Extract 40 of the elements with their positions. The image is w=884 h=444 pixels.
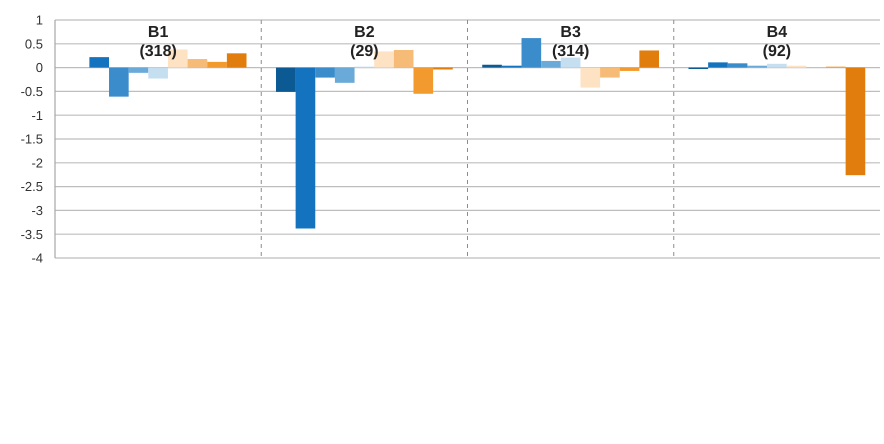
x-tick-label: B2 (29) [350, 24, 379, 60]
bar [846, 68, 866, 176]
y-tick-label: -4 [31, 250, 43, 266]
y-tick-label: -3 [31, 202, 43, 218]
bar [620, 68, 640, 71]
bar [207, 62, 227, 68]
bar [728, 63, 748, 68]
y-tick-label: 0 [36, 60, 43, 76]
bar [708, 62, 728, 68]
bar [522, 38, 542, 68]
y-tick-label: -3.5 [20, 226, 43, 242]
bar [226, 53, 247, 68]
bar [109, 68, 129, 97]
bar [188, 59, 208, 68]
y-tick-label: 1 [36, 12, 43, 28]
bar [600, 68, 620, 78]
y-tick-label: 0.5 [24, 36, 43, 52]
y-tick-label: -2 [31, 155, 43, 170]
bar [296, 68, 316, 228]
x-tick-label: B1 (318) [139, 24, 177, 60]
bar [560, 58, 580, 68]
x-tick-label: B4 (92) [762, 24, 792, 60]
y-tick-label: -1.5 [20, 132, 43, 147]
x-tick-label: B3 (314) [552, 24, 590, 60]
bar [334, 68, 355, 83]
y-tick-label: -0.5 [20, 84, 43, 99]
bar [482, 64, 502, 68]
y-tick-label: -1 [31, 108, 43, 123]
bar [541, 60, 561, 68]
bar [394, 50, 414, 68]
bar [639, 50, 660, 68]
bar [767, 64, 787, 68]
y-tick-label: -2.5 [20, 179, 43, 194]
bar [89, 57, 110, 68]
bar [413, 68, 434, 94]
bar [315, 68, 335, 78]
bar [580, 68, 600, 88]
bar [128, 68, 148, 73]
bar [276, 68, 296, 92]
bar [148, 68, 168, 79]
